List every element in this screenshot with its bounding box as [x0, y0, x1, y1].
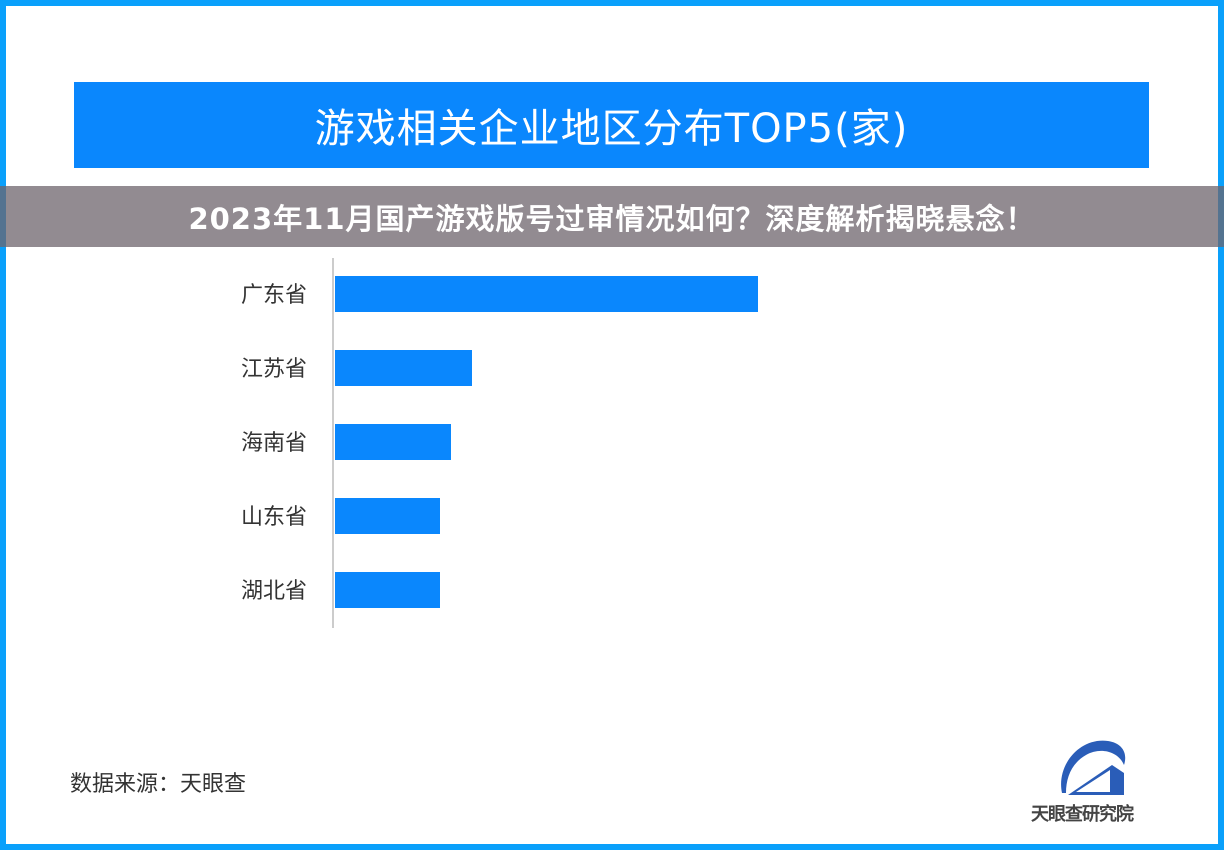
- logo-text: 天眼查研究院: [1031, 804, 1134, 825]
- tianyancha-logo-icon: [1061, 740, 1126, 795]
- bar-3: [335, 498, 440, 534]
- bar-0: [335, 276, 758, 312]
- bar-4: [335, 572, 440, 608]
- category-label: 湖北省: [241, 579, 307, 604]
- data-source: 数据来源：天眼查: [70, 772, 247, 797]
- category-label: 江苏省: [241, 357, 307, 382]
- chart-title: 游戏相关企业地区分布TOP5(家): [74, 82, 1149, 168]
- category-label: 海南省: [241, 431, 307, 456]
- bar-2: [335, 424, 451, 460]
- category-label: 山东省: [241, 505, 307, 530]
- bar-1: [335, 350, 472, 386]
- overlay-banner: 2023年11月国产游戏版号过审情况如何？深度解析揭晓悬念！: [0, 186, 1224, 247]
- category-label: 广东省: [241, 283, 307, 308]
